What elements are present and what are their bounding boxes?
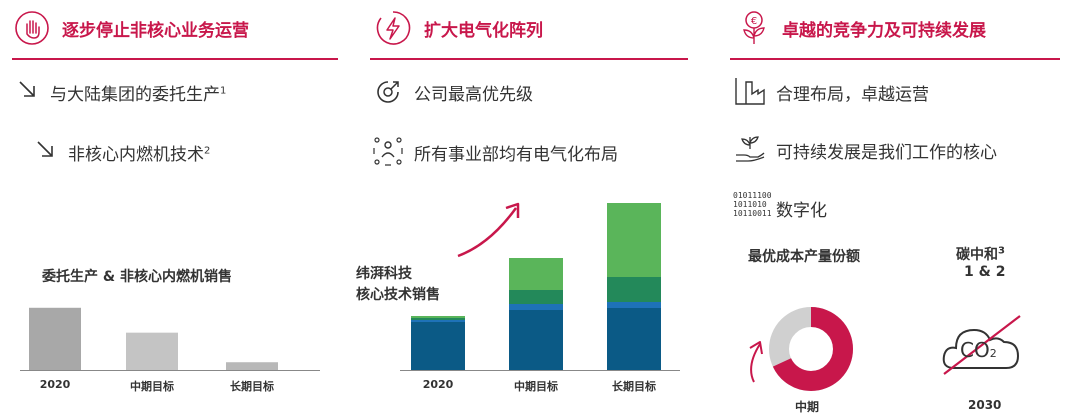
stack-segment-中期目标-2 [509,290,563,304]
x-tick-label: 中期目标 [130,380,174,393]
x-tick-label: 2020 [39,378,71,391]
donut-label: 中期 [795,400,820,414]
stack-segment-2020-2 [411,318,465,320]
x-tick-label: 长期目标 [230,380,274,393]
hand-plant-icon [736,136,765,162]
item-sustainability-core: 可持续发展是我们工作的核心 [776,143,997,163]
binary-code-icon: 01011100 1011010 10110011 [733,191,772,218]
item-outsourcing: 与大陆集团的委托生产1 [50,85,227,105]
title-divider [730,58,1060,60]
stack-segment-中期目标-0 [509,310,563,370]
lightning-circle-icon [376,11,411,45]
svg-text:1011010: 1011010 [733,200,767,209]
carbon-year-label: 2030 [968,398,1002,412]
chart-label-noncore: 委托生产 & 非核心内燃机销售 [42,269,232,285]
arrow-down-right-icon [19,81,35,97]
bar-2020 [29,307,81,370]
co2-text: CO2 [960,338,997,362]
stack-segment-长期目标-3 [607,203,661,277]
stack-segment-2020-3 [411,316,465,318]
x-tick-label: 长期目标 [612,380,656,393]
svg-text:10110011: 10110011 [733,209,772,218]
stack-segment-中期目标-3 [509,258,563,290]
svg-text:€: € [751,16,757,27]
title-divider [12,58,338,60]
euro-plant-icon: € [743,11,765,44]
arrow-down-right-icon [37,141,53,157]
item-digitalization: 数字化 [776,201,827,221]
core-tech-sales-chart [411,203,661,370]
stack-segment-长期目标-2 [607,277,661,302]
bar-长期目标 [226,362,278,370]
cost-share-donut [769,307,853,391]
upgrade-arrow-icon [377,81,399,103]
title-divider [370,58,688,60]
x-tick-label: 中期目标 [514,380,558,393]
donut-share [769,307,853,391]
growth-arrow-icon [457,202,520,258]
growth-arrow-icon [749,341,763,383]
column-title-competitiveness: 卓越的竞争力及可持续发展 [782,21,986,41]
x-axis [400,370,680,371]
carbon-title: 碳中和3 [956,245,1005,263]
hand-stop-icon [15,11,49,45]
x-axis [20,370,320,371]
stack-segment-长期目标-1 [607,302,661,308]
item-noncore-ice: 非核心内燃机技术2 [68,145,211,165]
item-top-priority: 公司最高优先级 [414,85,533,105]
x-tick-label: 2020 [422,378,454,391]
factory-chart-icon [735,78,765,105]
noncore-sales-chart [29,307,278,370]
stack-segment-2020-0 [411,322,465,370]
bar-中期目标 [126,332,178,370]
column-title-electrification: 扩大电气化阵列 [424,21,543,41]
chart-label-vitesco-2: 核心技术销售 [356,287,440,303]
chart-label-vitesco-1: 纬湃科技 [356,266,412,282]
carbon-scope: 1 & 2 [964,264,1006,280]
svg-text:01011100: 01011100 [733,191,772,200]
donut-title: 最优成本产量份额 [748,249,860,265]
team-network-icon [373,137,403,166]
stack-segment-2020-1 [411,320,465,322]
column-title-noncore: 逐步停止非核心业务运营 [62,21,249,41]
item-all-divisions: 所有事业部均有电气化布局 [414,145,618,165]
item-optimal-layout: 合理布局，卓越运营 [776,85,929,105]
stack-segment-长期目标-0 [607,308,661,370]
stack-segment-中期目标-1 [509,304,563,310]
